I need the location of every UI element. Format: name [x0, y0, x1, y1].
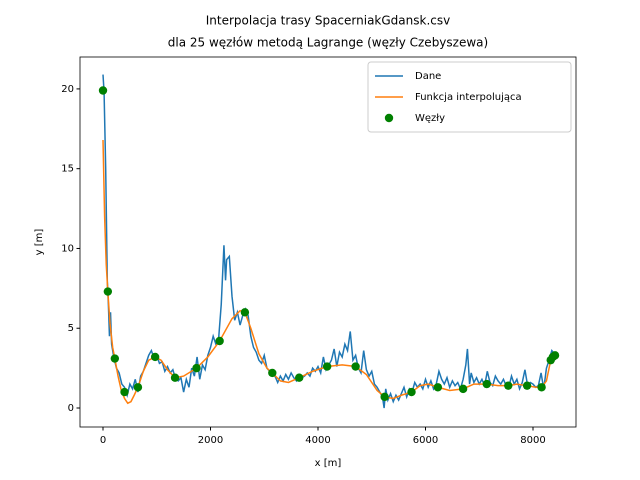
- node-point: [522, 381, 532, 390]
- legend-marker: [384, 113, 394, 123]
- legend-label: Funkcja interpolująca: [415, 92, 522, 103]
- node-point: [550, 351, 560, 360]
- node-point: [215, 336, 224, 346]
- node-point: [504, 381, 513, 390]
- legend-label: Dane: [415, 71, 441, 82]
- x-tick-label: 4000: [305, 435, 330, 446]
- node-point: [407, 387, 416, 397]
- node-point: [322, 362, 332, 371]
- x-axis-label: x [m]: [315, 458, 342, 469]
- chart-title: Interpolacja trasy SpacerniakGdansk.csv: [206, 14, 450, 28]
- node-point: [120, 387, 129, 397]
- node-point: [150, 352, 160, 362]
- chart-subtitle: dla 25 węzłów metodą Lagrange (węzły Cze…: [168, 36, 488, 50]
- y-axis-label: y [m]: [34, 229, 45, 256]
- node-point: [351, 362, 360, 371]
- x-tick-label: 0: [100, 435, 106, 446]
- legend-label: Węzły: [415, 113, 445, 124]
- x-tick-label: 8000: [520, 435, 545, 446]
- node-point: [192, 363, 201, 373]
- node-point: [110, 354, 120, 363]
- node-point: [537, 383, 546, 392]
- node-point: [380, 392, 389, 402]
- y-tick-label: 10: [61, 243, 74, 254]
- y-tick-label: 5: [68, 323, 74, 334]
- legend-box: [367, 61, 572, 133]
- x-tick-label: 2000: [198, 435, 223, 446]
- node-point: [170, 373, 180, 382]
- node-point: [98, 86, 108, 95]
- node-point: [268, 368, 277, 378]
- node-point: [133, 383, 143, 392]
- plot-frame: [79, 56, 577, 428]
- y-tick-label: 15: [61, 164, 74, 175]
- node-point: [103, 287, 113, 296]
- node-point: [458, 384, 468, 394]
- node-point: [240, 308, 250, 317]
- node-point: [433, 383, 443, 392]
- node-point: [294, 373, 304, 382]
- x-tick-label: 6000: [413, 435, 438, 446]
- y-tick-label: 0: [68, 403, 74, 414]
- node-point: [482, 379, 491, 389]
- y-tick-label: 20: [61, 84, 74, 95]
